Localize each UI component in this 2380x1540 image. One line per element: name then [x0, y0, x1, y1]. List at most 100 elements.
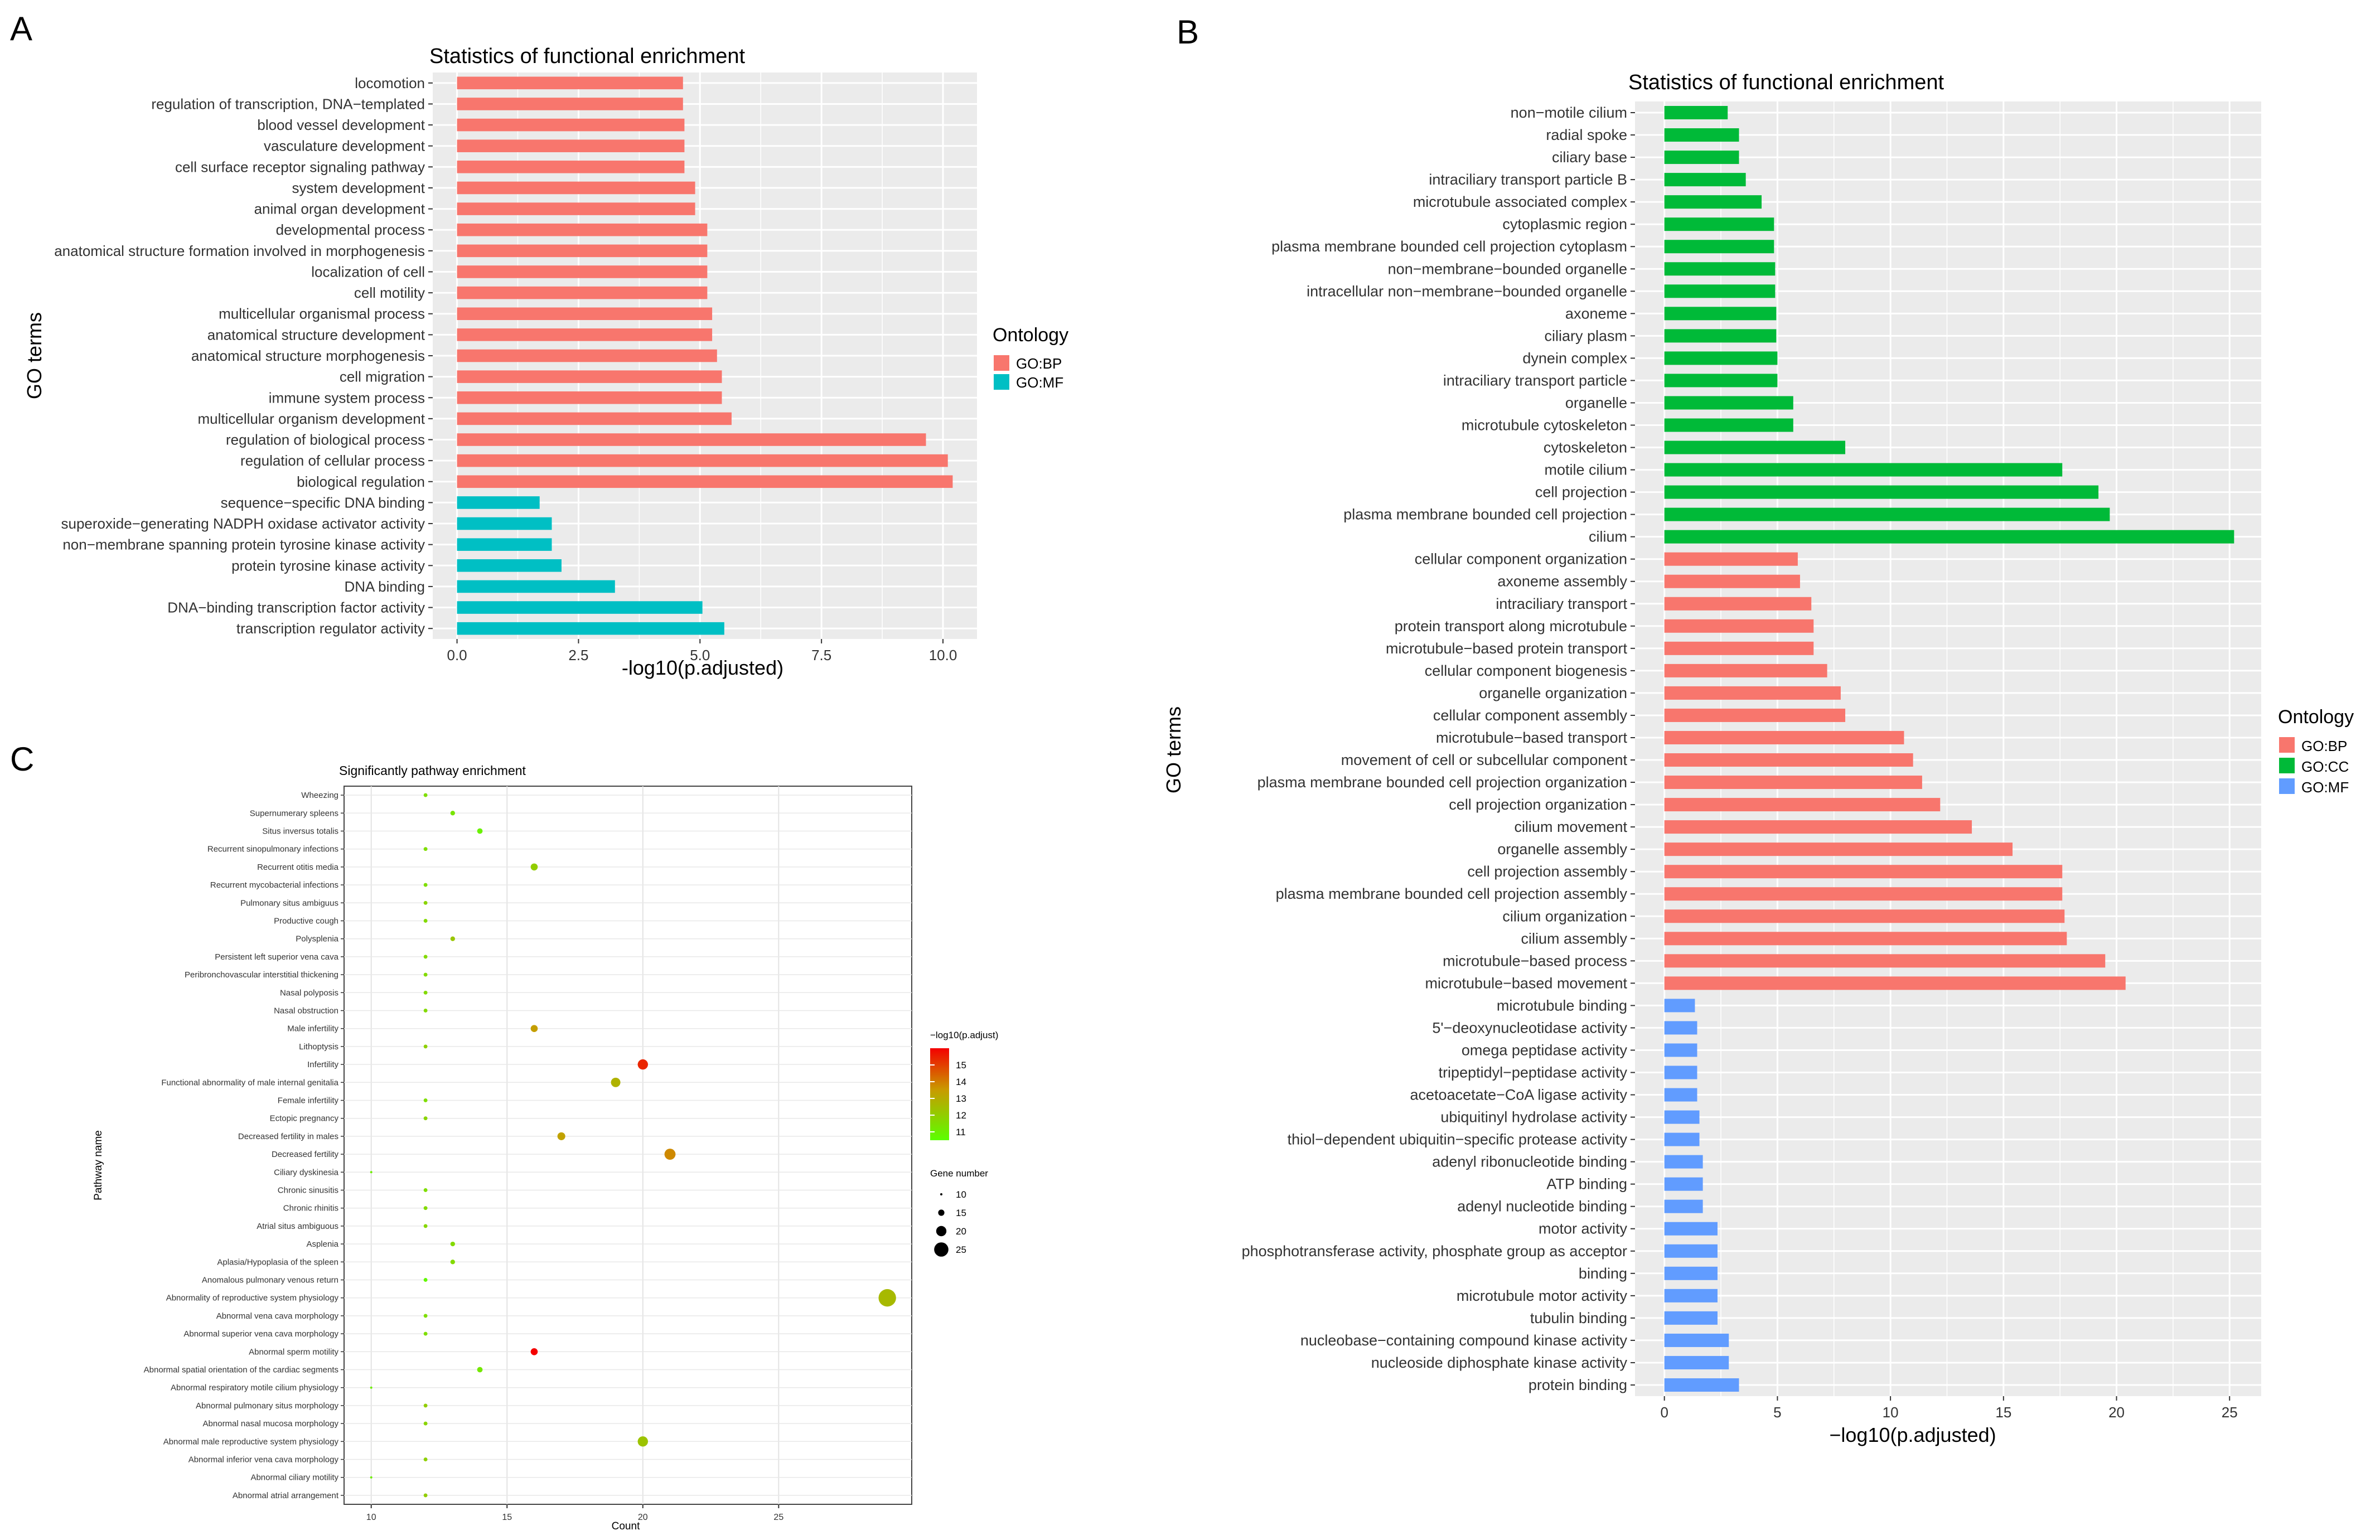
panel-a-y-tick-label: cell migration	[340, 369, 425, 385]
panel-c-y-tick-label: Abnormal atrial arrangement	[233, 1491, 339, 1500]
panel-c-size-legend-title: Gene number	[930, 1168, 988, 1179]
panel-b-x-tick-label: 10	[1883, 1404, 1899, 1421]
panel-c-point	[450, 1260, 455, 1265]
panel-a-legend-label-bp: GO:BP	[1016, 355, 1062, 372]
panel-b-bar	[1664, 173, 1746, 187]
panel-c-point	[423, 972, 428, 977]
panel-c-y-tick-label: Nasal obstruction	[274, 1006, 338, 1016]
panel-b-x-tick-label: 25	[2222, 1404, 2238, 1421]
panel-c-color-tick-label: 13	[956, 1093, 966, 1104]
panel-c-y-tick-label: Functional abnormality of male internal …	[161, 1078, 338, 1087]
panel-a-y-axis-title: GO terms	[23, 312, 46, 399]
panel-c-y-tick-label: Abnormal respiratory motile cilium physi…	[171, 1383, 338, 1393]
panel-a-bar	[457, 202, 695, 215]
panel-b-legend-swatch-cc	[2279, 758, 2295, 773]
panel-b-y-tick-label: cilium movement	[1514, 819, 1627, 835]
panel-c-size-legend-dot	[940, 1193, 942, 1195]
panel-a-y-tick-label: vasculature development	[264, 138, 425, 154]
panel-b-y-tick-label: organelle assembly	[1497, 841, 1627, 858]
panel-c-y-tick-label: Recurrent mycobacterial infections	[210, 880, 338, 890]
panel-c-point	[557, 1132, 565, 1140]
panel-c-y-tick-label: Aplasia/Hypoplasia of the spleen	[217, 1257, 338, 1267]
panel-c-x-tick-label: 10	[366, 1513, 376, 1522]
panel-b-bar	[1664, 1311, 1718, 1325]
panel-a-y-tick-label: system development	[292, 180, 425, 196]
panel-c-title: Significantly pathway enrichment	[339, 763, 526, 778]
panel-b-y-tick-label: movement of cell or subcellular componen…	[1341, 752, 1628, 768]
panel-a-y-tick-label: DNA−binding transcription factor activit…	[167, 599, 425, 616]
panel-b-title: Statistics of functional enrichment	[1628, 71, 1944, 94]
panel-b-y-tick-label: cell projection organization	[1449, 796, 1627, 813]
panel-b-bar	[1664, 932, 2067, 946]
panel-b-x-tick-label: 5	[1773, 1404, 1781, 1421]
panel-b-bar	[1664, 507, 2110, 521]
panel-c-point	[423, 1314, 428, 1318]
panel-b-y-tick-label: organelle	[1565, 394, 1627, 411]
panel-b-bar	[1664, 1222, 1718, 1236]
panel-c-x-tick-label: 20	[638, 1513, 648, 1522]
panel-c-point	[477, 828, 483, 834]
panel-b-y-tick-label: intracellular non−membrane−bounded organ…	[1307, 283, 1627, 299]
panel-c-size-legend-label: 20	[956, 1226, 966, 1237]
panel-c-y-tick-label: Peribronchovascular interstitial thicken…	[185, 970, 338, 980]
panel-b-bar	[1664, 820, 1972, 834]
panel-a-x-tick-label: 2.5	[568, 647, 588, 664]
panel-b-y-tick-label: radial spoke	[1546, 127, 1627, 143]
panel-b-bar	[1664, 1199, 1703, 1213]
panel-c-point	[878, 1289, 896, 1307]
panel-b-y-tick-label: non−motile cilium	[1511, 104, 1627, 121]
panel-a-bar	[457, 601, 703, 614]
panel-b-y-tick-label: organelle organization	[1479, 685, 1627, 701]
panel-c-point	[423, 955, 428, 959]
panel-b-bar	[1664, 909, 2065, 923]
panel-c-point	[611, 1077, 621, 1087]
panel-c-point	[637, 1436, 648, 1447]
panel-b-bar	[1664, 1110, 1700, 1124]
panel-a-x-axis-title: -log10(p.adjusted)	[622, 656, 783, 679]
panel-a-y-tick-label: blood vessel development	[257, 117, 425, 133]
panel-c-point	[477, 1367, 483, 1373]
panel-b-y-tick-label: intraciliary transport	[1496, 595, 1627, 612]
panel-b-y-tick-label: ciliary base	[1552, 149, 1627, 166]
panel-c-y-tick-label: Persistent left superior vena cava	[215, 952, 338, 962]
panel-b-y-tick-label: microtubule−based transport	[1436, 729, 1627, 746]
panel-a-bar	[457, 622, 724, 635]
panel-b-y-tick-label: intraciliary transport particle	[1443, 372, 1627, 389]
panel-b-y-tick-label: acetoacetate−CoA ligase activity	[1410, 1087, 1628, 1103]
panel-c-y-tick-label: Abnormal sperm motility	[249, 1347, 338, 1357]
panel-b-y-tick-label: dynein complex	[1522, 350, 1627, 366]
panel-label-b: B	[1177, 13, 1199, 51]
panel-b-y-tick-label: adenyl ribonucleotide binding	[1432, 1154, 1627, 1170]
panel-c-size-legend-label: 10	[956, 1189, 966, 1200]
panel-a-legend-label-mf: GO:MF	[1016, 374, 1063, 391]
panel-c-point	[423, 919, 428, 923]
panel-b-chart: Statistics of functional enrichment non−…	[1162, 71, 2354, 1446]
panel-a-y-tick-label: developmental process	[276, 221, 425, 238]
panel-b-bar	[1664, 240, 1774, 254]
panel-b-y-tick-label: nucleoside diphosphate kinase activity	[1371, 1354, 1628, 1371]
panel-c-color-legend-title: −log10(p.adjust)	[930, 1030, 998, 1040]
panel-a-bar	[457, 580, 615, 593]
panel-b-bar	[1664, 1378, 1739, 1392]
panel-a-legend-swatch-mf	[994, 374, 1009, 390]
panel-c-color-tick-label: 15	[956, 1060, 966, 1071]
panel-c-y-tick-label: Wheezing	[301, 791, 338, 800]
panel-a-y-tick-label: localization of cell	[311, 263, 425, 280]
panel-b-bar	[1664, 842, 2013, 856]
panel-a-bar	[457, 286, 708, 299]
panel-b-legend-label-bp: GO:BP	[2301, 738, 2347, 754]
panel-c-x-tick-label: 25	[773, 1513, 783, 1522]
panel-b-bar	[1664, 1088, 1697, 1102]
panel-c-y-tick-label: Ciliary dyskinesia	[274, 1168, 339, 1177]
panel-c-y-tick-label: Abnormal ciliary motility	[250, 1473, 338, 1483]
panel-b-bar	[1664, 976, 2126, 990]
panel-c-y-tick-label: Situs inversus totalis	[262, 827, 338, 836]
panel-c-y-tick-label: Chronic sinusitis	[278, 1186, 338, 1195]
panel-b-bar	[1664, 552, 1798, 566]
panel-c-point	[423, 1278, 428, 1282]
panel-a-x-tick-label: 5.0	[690, 647, 710, 664]
panel-a-legend-swatch-bp	[994, 355, 1009, 371]
panel-a-bar	[457, 98, 683, 110]
panel-b-bar	[1664, 463, 2063, 477]
panel-a-y-tick-label: non−membrane spanning protein tyrosine k…	[62, 536, 425, 553]
